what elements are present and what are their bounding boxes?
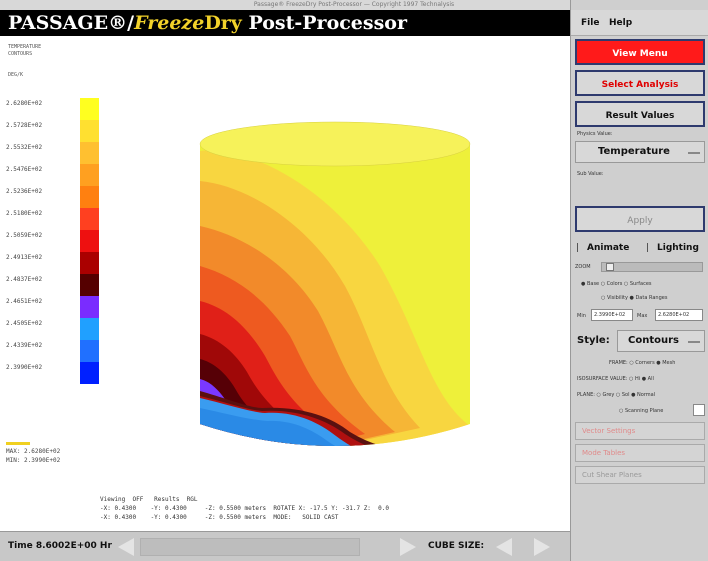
display-radio-row1[interactable]: ● Base ○ Colors ○ Surfaces	[581, 281, 652, 287]
cube-size-label: CUBE SIZE:	[428, 541, 485, 551]
legend-swatch	[80, 208, 99, 230]
lighting-label: Lighting	[657, 243, 699, 253]
legend-max-marker	[6, 442, 30, 445]
header-reg: ®/	[108, 12, 135, 34]
legend-swatch	[80, 98, 99, 120]
menu-bar: File Help	[571, 10, 708, 36]
dropdown-arrow-icon	[688, 152, 700, 154]
header-freeze: Freeze	[134, 12, 205, 34]
time-slider[interactable]	[140, 538, 360, 556]
apply-button[interactable]: Apply	[575, 206, 705, 232]
time-label: Time 8.6002E+00 Hr	[8, 541, 112, 551]
viewer-info-line3: -X: 0.4300 -Y: 0.4300 -Z: 0.5500 meters …	[100, 514, 339, 521]
legend-swatch	[80, 318, 99, 340]
sub-value-label: Sub Value:	[577, 171, 604, 177]
control-panel: File Help View Menu Select Analysis Resu…	[570, 0, 708, 561]
legend-swatch	[80, 142, 99, 164]
animate-check-icon	[577, 243, 584, 252]
vector-settings-button[interactable]: Vector Settings	[575, 422, 705, 440]
time-bar: Time 8.6002E+00 Hr CUBE SIZE:	[0, 531, 570, 561]
scanning-plane-field[interactable]	[693, 404, 705, 416]
legend-tick-label: 2.5236E+02	[6, 188, 43, 195]
viewer-info-line2: -X: 0.4300 -Y: 0.4300 -Z: 0.5500 meters …	[100, 505, 389, 512]
legend-tick-label: 2.5059E+02	[6, 232, 43, 239]
legend-title: TEMPERATURE	[8, 44, 42, 50]
min-value-field[interactable]: 2.3990E+02	[591, 309, 633, 321]
legend-tick-label: 2.3990E+02	[6, 364, 43, 371]
legend-tick-label: 2.4913E+02	[6, 254, 43, 261]
legend-colorbar	[80, 98, 99, 384]
cube-size-decrease-icon[interactable]	[496, 538, 512, 556]
style-dropdown-arrow-icon	[688, 341, 700, 343]
legend-tick-label: 2.5476E+02	[6, 166, 43, 173]
header-passage: PASSAGE	[8, 12, 109, 34]
animate-checkbox[interactable]: Animate	[577, 243, 629, 253]
legend-tick-label: 2.4837E+02	[6, 276, 43, 283]
legend-swatch	[80, 296, 99, 318]
max-value-field[interactable]: 2.6280E+02	[655, 309, 703, 321]
plane-radio-row[interactable]: PLANE: ○ Grey ○ Sol ● Normal	[577, 392, 656, 398]
legend-tick-label: 2.6280E+02	[6, 100, 43, 107]
view-menu-button[interactable]: View Menu	[575, 39, 705, 65]
max-label: Max	[637, 313, 648, 319]
legend-swatch	[80, 230, 99, 252]
window-title: Passage® FreezeDry Post-Processor — Copy…	[0, 0, 708, 10]
zoom-label: ZOOM	[575, 264, 591, 270]
legend-swatch	[80, 186, 99, 208]
legend-tick-label: 2.5728E+02	[6, 122, 43, 129]
cylinder-render	[199, 121, 471, 446]
legend-tick-label: 2.5180E+02	[6, 210, 43, 217]
legend-swatch	[80, 274, 99, 296]
physics-value-label: Physics Value:	[577, 131, 613, 137]
legend-swatch	[80, 340, 99, 362]
legend-units: DEG/K	[8, 72, 24, 78]
legend-tick-label: 2.5532E+02	[6, 144, 43, 151]
time-next-arrow-icon[interactable]	[400, 538, 416, 556]
legend-tick-label: 2.4339E+02	[6, 342, 43, 349]
cube-size-increase-icon[interactable]	[534, 538, 550, 556]
display-radio-row2[interactable]: ○ Visibility ● Data Ranges	[601, 295, 668, 301]
legend-max: MAX: 2.6280E+02	[6, 448, 61, 455]
frame-radio-row[interactable]: FRAME: ○ Corners ● Mesh	[609, 360, 676, 366]
style-label: Style:	[577, 335, 610, 346]
physics-value-dropdown[interactable]: Temperature	[575, 141, 705, 163]
legend-swatch	[80, 164, 99, 186]
animate-label: Animate	[587, 243, 630, 253]
lighting-check-icon	[647, 243, 654, 252]
legend-tick-label: 2.4505E+02	[6, 320, 43, 327]
menu-help[interactable]: Help	[609, 18, 633, 28]
legend-tick-label: 2.4651E+02	[6, 298, 43, 305]
menu-file[interactable]: File	[581, 18, 600, 28]
legend-swatch	[80, 362, 99, 384]
legend-subtitle: CONTOURS	[8, 51, 33, 57]
lighting-checkbox[interactable]: Lighting	[647, 243, 699, 253]
zoom-slider[interactable]	[601, 262, 703, 272]
min-label: Min	[577, 313, 586, 319]
header-dry: Dry	[204, 12, 242, 34]
select-analysis-button[interactable]: Select Analysis	[575, 70, 705, 96]
isosurface-radio-row[interactable]: ISOSURFACE VALUE: ○ Hi ● All	[577, 376, 654, 382]
zoom-slider-knob[interactable]	[606, 263, 614, 271]
result-values-button[interactable]: Result Values	[575, 101, 705, 127]
legend-min: MIN: 2.3990E+02	[6, 457, 61, 464]
legend-swatch	[80, 120, 99, 142]
cut-shear-planes-button[interactable]: Cut Shear Planes	[575, 466, 705, 484]
viewport-3d[interactable]: TEMPERATURE CONTOURS DEG/K 2.6280E+02 2.5…	[0, 36, 570, 531]
scanning-plane-option[interactable]: ○ Scanning Plane	[619, 408, 664, 414]
header-postprocessor: Post-Processor	[241, 12, 407, 34]
style-value-text: Contours	[628, 335, 679, 346]
legend-swatch	[80, 252, 99, 274]
app-header: PASSAGE®/FreezeDry Post-Processor	[0, 10, 570, 36]
physics-value-text: Temperature	[598, 146, 670, 157]
mode-tables-button[interactable]: Mode Tables	[575, 444, 705, 462]
style-dropdown[interactable]: Contours	[617, 330, 705, 352]
viewer-info-line1: Viewing OFF Results RGL	[100, 496, 198, 503]
time-prev-arrow-icon[interactable]	[118, 538, 134, 556]
